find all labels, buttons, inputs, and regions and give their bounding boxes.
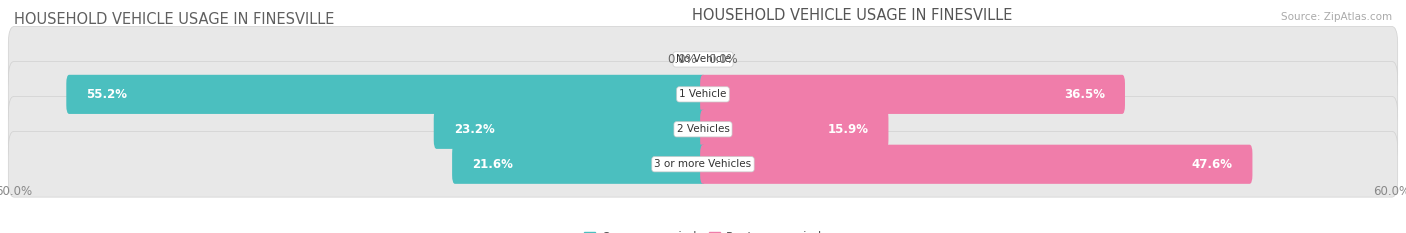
Text: 0.0%: 0.0% bbox=[668, 53, 697, 66]
Text: 36.5%: 36.5% bbox=[1064, 88, 1105, 101]
Text: 15.9%: 15.9% bbox=[827, 123, 869, 136]
Text: 23.2%: 23.2% bbox=[454, 123, 495, 136]
FancyBboxPatch shape bbox=[433, 110, 706, 149]
FancyBboxPatch shape bbox=[8, 131, 1398, 197]
FancyBboxPatch shape bbox=[8, 96, 1398, 162]
Text: 21.6%: 21.6% bbox=[472, 158, 513, 171]
Text: 1 Vehicle: 1 Vehicle bbox=[679, 89, 727, 99]
Text: 2 Vehicles: 2 Vehicles bbox=[676, 124, 730, 134]
Text: 3 or more Vehicles: 3 or more Vehicles bbox=[654, 159, 752, 169]
FancyBboxPatch shape bbox=[453, 145, 706, 184]
FancyBboxPatch shape bbox=[66, 75, 706, 114]
Text: 0.0%: 0.0% bbox=[709, 53, 738, 66]
FancyBboxPatch shape bbox=[700, 110, 889, 149]
FancyBboxPatch shape bbox=[700, 145, 1253, 184]
Legend: Owner-occupied, Renter-occupied: Owner-occupied, Renter-occupied bbox=[579, 226, 827, 233]
FancyBboxPatch shape bbox=[700, 75, 1125, 114]
Text: 47.6%: 47.6% bbox=[1191, 158, 1232, 171]
Text: HOUSEHOLD VEHICLE USAGE IN FINESVILLE: HOUSEHOLD VEHICLE USAGE IN FINESVILLE bbox=[14, 12, 335, 27]
Text: 55.2%: 55.2% bbox=[86, 88, 128, 101]
Text: Source: ZipAtlas.com: Source: ZipAtlas.com bbox=[1281, 12, 1392, 22]
FancyBboxPatch shape bbox=[8, 62, 1398, 127]
Text: HOUSEHOLD VEHICLE USAGE IN FINESVILLE: HOUSEHOLD VEHICLE USAGE IN FINESVILLE bbox=[692, 8, 1012, 23]
FancyBboxPatch shape bbox=[8, 27, 1398, 92]
Text: No Vehicle: No Vehicle bbox=[675, 55, 731, 64]
